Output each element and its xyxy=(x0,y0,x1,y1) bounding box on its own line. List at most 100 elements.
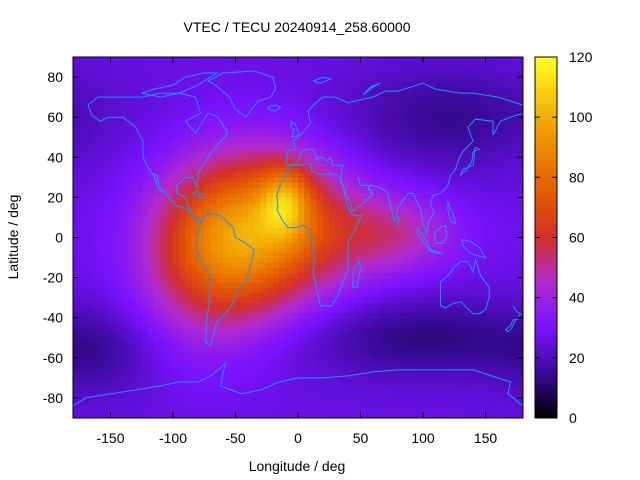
heatmap-cell xyxy=(166,132,174,138)
heatmap-cell xyxy=(491,137,499,143)
heatmap-cell xyxy=(373,362,380,369)
heatmap-cell xyxy=(373,327,380,334)
heatmap-cell xyxy=(410,267,418,273)
heatmap-cell xyxy=(354,167,361,173)
heatmap-cell xyxy=(160,332,168,339)
heatmap-cell xyxy=(354,87,361,93)
heatmap-cell xyxy=(404,112,411,118)
heatmap-cell xyxy=(304,237,311,243)
heatmap-cell xyxy=(91,172,99,178)
heatmap-cell xyxy=(191,392,199,399)
heatmap-cell xyxy=(423,347,430,354)
heatmap-cell xyxy=(191,67,199,73)
heatmap-cell xyxy=(279,212,286,218)
heatmap-cell xyxy=(279,197,286,203)
heatmap-cell xyxy=(441,292,449,299)
heatmap-cell xyxy=(85,157,93,163)
heatmap-cell xyxy=(485,182,493,188)
heatmap-cell xyxy=(173,272,180,279)
heatmap-cell xyxy=(179,392,186,399)
heatmap-cell xyxy=(448,282,455,289)
heatmap-cell xyxy=(335,257,343,263)
heatmap-cell xyxy=(79,117,86,123)
heatmap-cell xyxy=(316,157,324,163)
heatmap-cell xyxy=(185,402,193,409)
heatmap-cell xyxy=(354,327,361,334)
heatmap-cell xyxy=(335,277,343,284)
heatmap-cell xyxy=(348,182,355,188)
heatmap-cell xyxy=(498,182,505,188)
heatmap-cell xyxy=(404,342,411,349)
heatmap-cell xyxy=(229,167,236,173)
heatmap-cell xyxy=(366,357,374,364)
heatmap-cell xyxy=(198,97,205,103)
heatmap-cell xyxy=(379,292,386,299)
heatmap-cell xyxy=(173,97,180,103)
heatmap-cell xyxy=(91,202,99,208)
heatmap-cell xyxy=(116,267,124,273)
heatmap-cell xyxy=(248,82,255,88)
heatmap-cell xyxy=(266,332,274,339)
heatmap-cell xyxy=(485,372,493,379)
heatmap-cell xyxy=(435,147,443,153)
heatmap-cell xyxy=(329,132,336,138)
heatmap-cell xyxy=(341,362,349,369)
heatmap-cell xyxy=(460,362,468,369)
heatmap-cell xyxy=(204,167,211,173)
heatmap-cell xyxy=(404,397,411,404)
heatmap-cell xyxy=(416,202,424,208)
heatmap-cell xyxy=(316,192,324,198)
heatmap-cell xyxy=(479,127,486,133)
heatmap-cell xyxy=(279,207,286,213)
heatmap-cell xyxy=(416,357,424,364)
heatmap-cell xyxy=(210,412,218,419)
heatmap-cell xyxy=(91,112,99,118)
heatmap-cell xyxy=(335,242,343,248)
heatmap-cell xyxy=(285,362,293,369)
heatmap-cell xyxy=(423,337,430,344)
heatmap-cell xyxy=(166,412,174,419)
heatmap-cell xyxy=(398,242,405,248)
heatmap-cell xyxy=(366,347,374,354)
heatmap-cell xyxy=(173,252,180,258)
heatmap-cell xyxy=(141,312,149,319)
heatmap-cell xyxy=(241,197,249,203)
heatmap-cell xyxy=(191,232,199,238)
heatmap-cell xyxy=(510,122,518,128)
heatmap-cell xyxy=(304,412,311,419)
heatmap-cell xyxy=(148,242,155,248)
heatmap-cell xyxy=(335,167,343,173)
heatmap-cell xyxy=(185,412,193,419)
heatmap-cell xyxy=(366,222,374,228)
heatmap-cell xyxy=(316,77,324,83)
heatmap-cell xyxy=(173,317,180,324)
heatmap-cell xyxy=(141,302,149,309)
heatmap-cell xyxy=(441,267,449,273)
heatmap-cell xyxy=(135,272,143,279)
heatmap-cell xyxy=(104,347,111,354)
heatmap-cell xyxy=(273,192,280,198)
heatmap-cell xyxy=(191,127,199,133)
heatmap-cell xyxy=(116,92,124,98)
heatmap-cell xyxy=(516,217,524,223)
heatmap-cell xyxy=(416,312,424,319)
heatmap-cell xyxy=(310,412,318,419)
heatmap-cell xyxy=(135,262,143,268)
heatmap-cell xyxy=(435,322,443,329)
heatmap-cell xyxy=(448,367,455,374)
heatmap-cell xyxy=(285,202,293,208)
heatmap-cell xyxy=(229,222,236,228)
heatmap-cell xyxy=(354,292,361,299)
heatmap-cell xyxy=(141,172,149,178)
heatmap-cell xyxy=(404,272,411,279)
heatmap-cell xyxy=(279,347,286,354)
heatmap-cell xyxy=(73,392,80,399)
heatmap-cell xyxy=(216,357,224,364)
heatmap-cell xyxy=(454,252,461,258)
heatmap-cell xyxy=(466,242,474,248)
heatmap-cell xyxy=(260,87,268,93)
heatmap-cell xyxy=(141,292,149,299)
heatmap-cell xyxy=(310,237,318,243)
heatmap-cell xyxy=(373,227,380,233)
heatmap-cell xyxy=(204,322,211,329)
